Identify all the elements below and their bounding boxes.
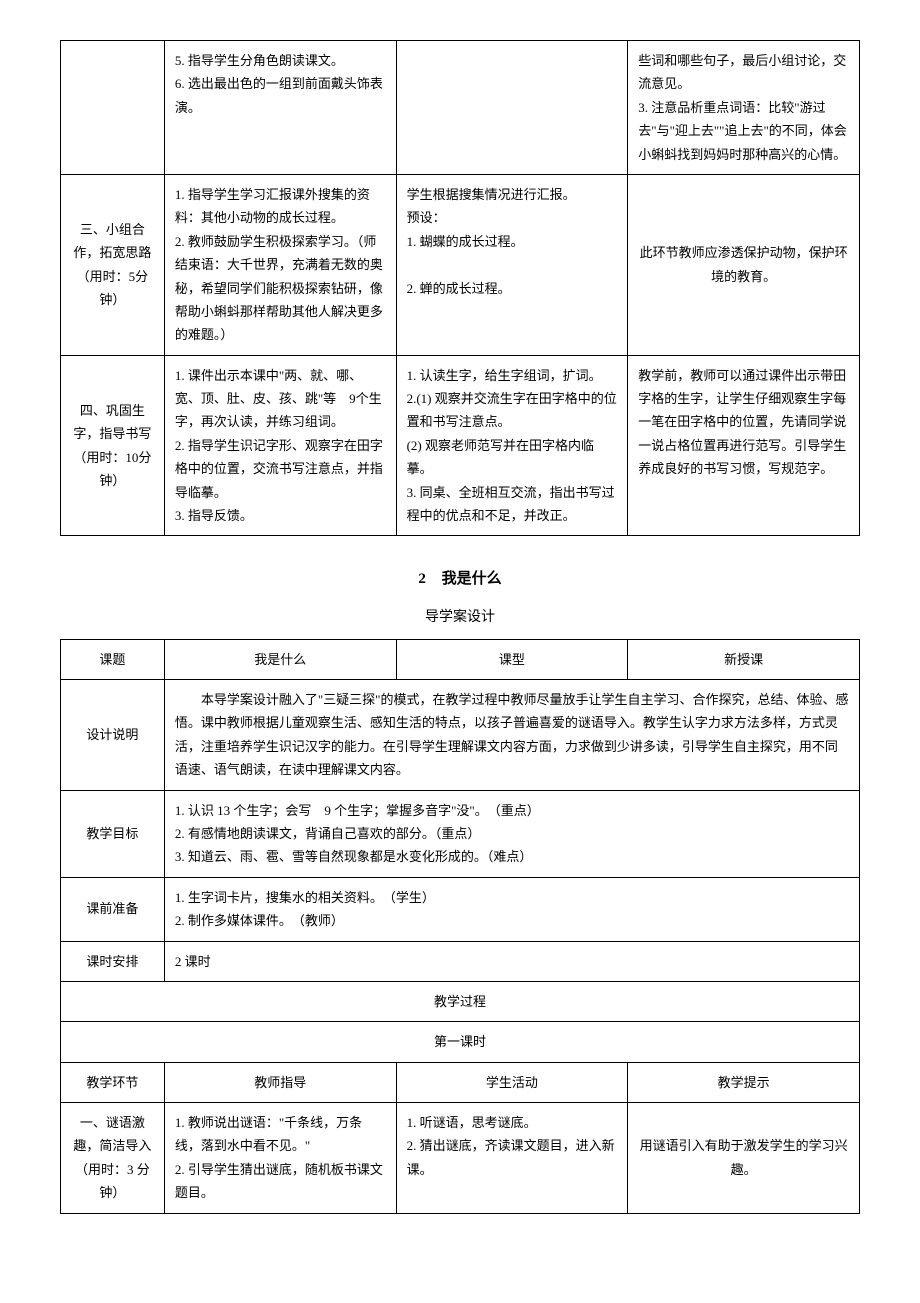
header-row: 课题 我是什么 课型 新授课 bbox=[61, 639, 860, 679]
design-desc-content: 本导学案设计融入了"三疑三探"的模式，在教学过程中教师尽量放手让学生自主学习、合… bbox=[164, 680, 859, 791]
lesson-header-row: 第一课时 bbox=[61, 1022, 860, 1062]
schedule-label: 课时安排 bbox=[61, 941, 165, 981]
stage-cell: 四、巩固生字，指导书写（用时：10分钟） bbox=[61, 355, 165, 536]
table-row: 三、小组合作，拓宽思路（用时：5分钟） 1. 指导学生学习汇报课外搜集的资料：其… bbox=[61, 174, 860, 355]
goals-content: 1. 认识 13 个生字；会写 9 个生字；掌握多音字"没"。 （重点） 2. … bbox=[164, 790, 859, 877]
lesson-table-1: 5. 指导学生分角色朗读课文。 6. 选出最出色的一组到前面戴头饰表演。 些词和… bbox=[60, 40, 860, 536]
process-header: 教学过程 bbox=[61, 981, 860, 1021]
prep-content: 1. 生字词卡片，搜集水的相关资料。 （学生） 2. 制作多媒体课件。 （教师） bbox=[164, 877, 859, 941]
teacher-guide-cell: 1. 指导学生学习汇报课外搜集的资料：其他小动物的成长过程。 2. 教师鼓励学生… bbox=[164, 174, 396, 355]
design-desc-label: 设计说明 bbox=[61, 680, 165, 791]
student-activity-cell: 1. 认读生字，给生字组词，扩词。 2.(1) 观察并交流生字在田字格中的位置和… bbox=[396, 355, 628, 536]
col-header-teacher: 教师指导 bbox=[164, 1062, 396, 1102]
student-activity-cell: 学生根据搜集情况进行汇报。 预设： 1. 蝴蝶的成长过程。 2. 蝉的成长过程。 bbox=[396, 174, 628, 355]
teaching-tip-cell: 教学前，教师可以通过课件出示带田字格的生字，让学生仔细观察生字每一笔在田字格中的… bbox=[628, 355, 860, 536]
stage-cell: 一、谜语激趣，简洁导入（用时：3 分钟） bbox=[61, 1103, 165, 1214]
lesson-header: 第一课时 bbox=[61, 1022, 860, 1062]
type-label: 课型 bbox=[396, 639, 628, 679]
stage-cell: 三、小组合作，拓宽思路（用时：5分钟） bbox=[61, 174, 165, 355]
topic-label: 课题 bbox=[61, 639, 165, 679]
student-activity-cell: 1. 听谜语，思考谜底。 2. 猜出谜底，齐读课文题目，进入新课。 bbox=[396, 1103, 628, 1214]
schedule-content: 2 课时 bbox=[164, 941, 859, 981]
process-header-row: 教学过程 bbox=[61, 981, 860, 1021]
goals-label: 教学目标 bbox=[61, 790, 165, 877]
teaching-tip-cell: 用谜语引入有助于激发学生的学习兴趣。 bbox=[628, 1103, 860, 1214]
schedule-row: 课时安排 2 课时 bbox=[61, 941, 860, 981]
lesson-table-2: 课题 我是什么 课型 新授课 设计说明 本导学案设计融入了"三疑三探"的模式，在… bbox=[60, 639, 860, 1214]
col-header-stage: 教学环节 bbox=[61, 1062, 165, 1102]
teacher-guide-cell: 5. 指导学生分角色朗读课文。 6. 选出最出色的一组到前面戴头饰表演。 bbox=[164, 41, 396, 175]
table-row: 四、巩固生字，指导书写（用时：10分钟） 1. 课件出示本课中"两、就、哪、宽、… bbox=[61, 355, 860, 536]
column-header-row: 教学环节 教师指导 学生活动 教学提示 bbox=[61, 1062, 860, 1102]
topic-value: 我是什么 bbox=[164, 639, 396, 679]
prep-label: 课前准备 bbox=[61, 877, 165, 941]
prep-row: 课前准备 1. 生字词卡片，搜集水的相关资料。 （学生） 2. 制作多媒体课件。… bbox=[61, 877, 860, 941]
stage-cell bbox=[61, 41, 165, 175]
section-title: 2 我是什么 bbox=[60, 566, 860, 593]
col-header-tip: 教学提示 bbox=[628, 1062, 860, 1102]
section-subtitle: 导学案设计 bbox=[60, 605, 860, 630]
section-title-text: 我是什么 bbox=[442, 571, 502, 587]
type-value: 新授课 bbox=[628, 639, 860, 679]
table-row: 一、谜语激趣，简洁导入（用时：3 分钟） 1. 教师说出谜语："千条线，万条线，… bbox=[61, 1103, 860, 1214]
table-row: 5. 指导学生分角色朗读课文。 6. 选出最出色的一组到前面戴头饰表演。 些词和… bbox=[61, 41, 860, 175]
student-activity-cell bbox=[396, 41, 628, 175]
goals-row: 教学目标 1. 认识 13 个生字；会写 9 个生字；掌握多音字"没"。 （重点… bbox=[61, 790, 860, 877]
teaching-tip-cell: 此环节教师应渗透保护动物，保护环境的教育。 bbox=[628, 174, 860, 355]
teacher-guide-cell: 1. 教师说出谜语："千条线，万条线，落到水中看不见。" 2. 引导学生猜出谜底… bbox=[164, 1103, 396, 1214]
teaching-tip-cell: 些词和哪些句子，最后小组讨论，交流意见。 3. 注意品析重点词语：比较"游过去"… bbox=[628, 41, 860, 175]
col-header-student: 学生活动 bbox=[396, 1062, 628, 1102]
section-number: 2 bbox=[418, 571, 426, 587]
teacher-guide-cell: 1. 课件出示本课中"两、就、哪、宽、顶、肚、皮、孩、跳"等 9个生字，再次认读… bbox=[164, 355, 396, 536]
design-desc-row: 设计说明 本导学案设计融入了"三疑三探"的模式，在教学过程中教师尽量放手让学生自… bbox=[61, 680, 860, 791]
